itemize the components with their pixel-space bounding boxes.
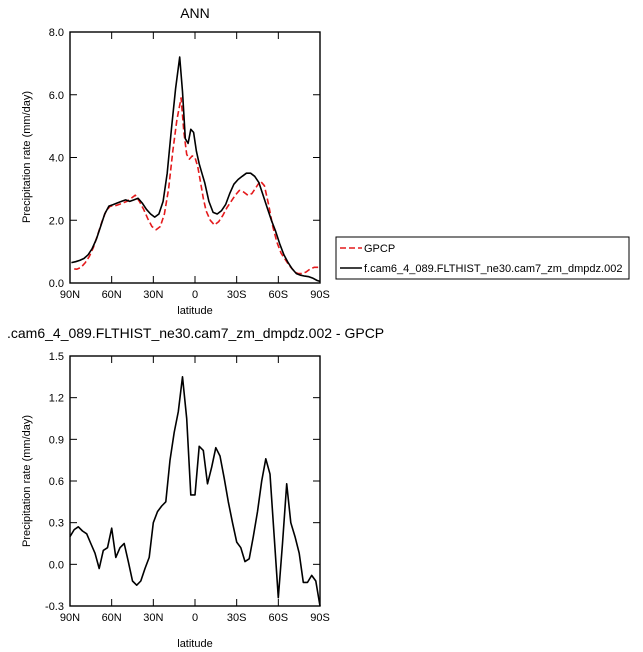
panel-ann-ylabel: Precipitation rate (mm/day) <box>21 91 33 223</box>
panel-ann-ytick-label: 0.0 <box>49 278 64 290</box>
panel-diff-xtick-label: 0 <box>192 612 198 624</box>
panel-ann-xtick-label: 0 <box>192 289 198 301</box>
panel-diff-xlabel: latitude <box>177 638 212 650</box>
legend-label-gpcp: GPCP <box>364 243 395 255</box>
panel-diff-xtick-label: 60S <box>269 612 289 624</box>
panel-diff-ylabel: Precipitation rate (mm/day) <box>21 415 33 547</box>
panel-ann-xtick-label: 90S <box>310 289 330 301</box>
panel-diff-ytick-label: 0.3 <box>49 518 64 530</box>
panel-ann-xtick-label: 90N <box>60 289 80 301</box>
panel-diff-series-line-0 <box>69 375 321 607</box>
panel-ann: ANN Precipitation rate (mm/day) latitude… <box>21 5 330 317</box>
panel-diff-xticks: 90N 60N 30N 0 30S 60S 90S <box>60 356 330 624</box>
panel-diff-ytick-label: 1.5 <box>49 351 64 363</box>
panel-diff-xtick-label: 60N <box>102 612 122 624</box>
panel-ann-series <box>71 56 321 283</box>
panel-ann-ytick-label: 6.0 <box>49 90 64 102</box>
panel-ann-xlabel: latitude <box>177 305 212 317</box>
panel-ann-ytick-label: 2.0 <box>49 215 64 227</box>
legend-label-model: f.cam6_4_089.FLTHIST_ne30.cam7_zm_dmpdz.… <box>364 263 622 275</box>
panel-diff-ytick-label: 0.6 <box>49 476 64 488</box>
panel-ann-series-line-1 <box>71 56 321 283</box>
panel-diff-ytick-label: 1.2 <box>49 393 64 405</box>
panel-diff-title: .cam6_4_089.FLTHIST_ne30.cam7_zm_dmpdz.0… <box>7 325 384 341</box>
legend-box <box>335 236 630 280</box>
panel-diff-ytick-label: -0.3 <box>45 601 64 613</box>
panel-diff-ytick-label: 0.0 <box>49 559 64 571</box>
panel-ann-frame <box>69 31 321 284</box>
panel-ann-yticks: 0.0 2.0 4.0 6.0 8.0 <box>49 27 320 290</box>
panel-ann-xtick-label: 60S <box>269 289 289 301</box>
panel-diff-xtick-label: 90N <box>60 612 80 624</box>
legend: GPCP f.cam6_4_089.FLTHIST_ne30.cam7_zm_d… <box>335 236 630 280</box>
panel-diff-xtick-label: 30N <box>143 612 163 624</box>
panel-ann-ytick-label: 8.0 <box>49 27 64 39</box>
panel-diff-ytick-label: 0.9 <box>49 434 64 446</box>
panel-diff-frame <box>69 355 321 607</box>
panel-ann-xtick-label: 30S <box>227 289 247 301</box>
panel-diff-xtick-label: 90S <box>310 612 330 624</box>
panel-diff-series <box>69 375 321 607</box>
panel-ann-xtick-label: 60N <box>102 289 122 301</box>
panel-ann-xticks: 90N 60N 30N 0 30S 60S 90S <box>60 32 330 301</box>
panel-diff: .cam6_4_089.FLTHIST_ne30.cam7_zm_dmpdz.0… <box>7 325 384 650</box>
panel-ann-xtick-label: 30N <box>143 289 163 301</box>
panel-ann-title: ANN <box>180 5 210 21</box>
panel-diff-xtick-label: 30S <box>227 612 247 624</box>
panel-diff-yticks: -0.3 0.0 0.3 0.6 0.9 1.2 1.5 <box>45 351 320 613</box>
panel-ann-ytick-label: 4.0 <box>49 153 64 165</box>
panel-ann-series-line-0 <box>74 97 319 275</box>
